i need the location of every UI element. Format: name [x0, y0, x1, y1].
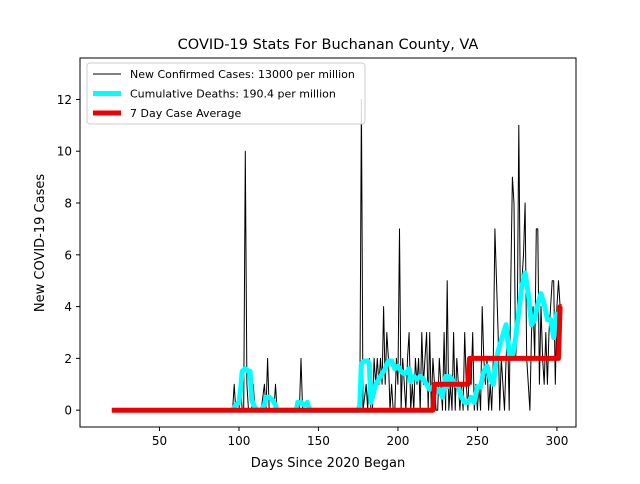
y-tick-label: 12: [57, 93, 72, 107]
x-tick-label: 50: [152, 434, 167, 448]
y-tick-label: 2: [64, 352, 72, 366]
x-tick-label: 100: [228, 434, 251, 448]
y-tick-label: 4: [64, 300, 72, 314]
series-line-3: [111, 304, 563, 413]
x-tick-label: 250: [466, 434, 489, 448]
y-tick-label: 6: [64, 248, 72, 262]
x-axis-label: Days Since 2020 Began: [251, 456, 406, 471]
series-layer: [111, 98, 563, 413]
x-tick-label: 200: [386, 434, 409, 448]
legend-label-3: 7 Day Case Average: [130, 107, 242, 120]
chart-title: COVID-19 Stats For Buchanan County, VA: [178, 37, 479, 53]
y-tick-label: 0: [64, 404, 72, 418]
y-axis: 0 2 4 6 8 10 12: [57, 93, 80, 418]
series-line-2: [230, 270, 560, 413]
x-axis: 50 100 150 200 250 300: [152, 427, 568, 448]
legend-label-2: Cumulative Deaths: 190.4 per million: [130, 88, 336, 101]
y-tick-label: 10: [57, 145, 72, 159]
y-tick-label: 8: [64, 197, 72, 211]
legend: New Confirmed Cases: 13000 per million Cu…: [86, 62, 366, 125]
legend-box: [86, 62, 366, 125]
legend-label-1: New Confirmed Cases: 13000 per million: [130, 68, 355, 81]
x-tick-label: 300: [545, 434, 568, 448]
plot-frame: [79, 57, 577, 428]
y-axis-label: New COVID-19 Cases: [33, 174, 48, 312]
x-tick-label: 150: [307, 434, 330, 448]
